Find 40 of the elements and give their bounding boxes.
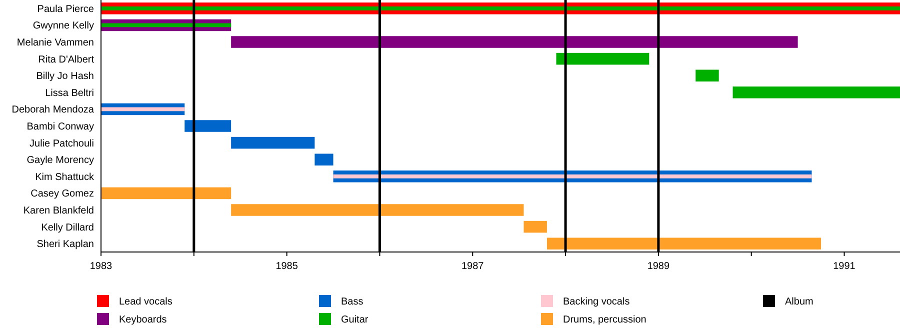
- legend-label: Bass: [341, 296, 364, 308]
- legend-label: Lead vocals: [119, 296, 172, 308]
- y-tick-label: Bambi Conway: [26, 122, 94, 132]
- bar: [556, 52, 650, 65]
- y-tick-label: Kelly Dillard: [41, 222, 94, 234]
- bar: [231, 204, 524, 216]
- y-tick-label: Paula Pierce: [37, 4, 94, 15]
- x-tick-label: 1983: [90, 261, 113, 272]
- y-tick-label: Karen Blankfeld: [23, 206, 94, 216]
- bar: [333, 174, 812, 178]
- y-tick-label: Billy Jo Hash: [36, 71, 94, 82]
- legend-label: Backing vocals: [563, 296, 630, 308]
- bar: [231, 36, 798, 48]
- legend-label: Guitar: [341, 314, 369, 326]
- x-tick-label: 1987: [462, 261, 484, 272]
- legend-label: Drums, percussion: [563, 314, 646, 326]
- bar: [101, 187, 232, 200]
- legend-label: Album: [785, 296, 814, 308]
- bar: [314, 154, 334, 166]
- bar: [231, 136, 315, 149]
- bar: [696, 70, 719, 82]
- y-tick-label: Gwynne Kelly: [32, 20, 94, 32]
- bar: [101, 107, 185, 112]
- legend-label: Keyboards: [119, 314, 167, 326]
- y-tick-label: Sheri Kaplan: [36, 239, 94, 250]
- x-tick-label: 1991: [833, 261, 856, 272]
- bar: [546, 238, 822, 250]
- x-tick-label: 1985: [276, 261, 298, 272]
- y-tick-label: Deborah Mendoza: [12, 104, 94, 116]
- y-tick-label: Gayle Morency: [26, 155, 94, 166]
- bar: [732, 86, 900, 98]
- bar: [524, 220, 547, 233]
- y-tick-label: Casey Gomez: [30, 188, 94, 200]
- bar: [184, 120, 232, 132]
- y-tick-label: Julie Patchouli: [30, 138, 94, 150]
- y-tick-label: Melanie Vammen: [16, 38, 94, 48]
- y-tick-label: Kim Shattuck: [35, 172, 95, 183]
- x-tick-label: 1989: [647, 261, 670, 272]
- y-tick-label: Lissa Beltri: [45, 88, 94, 99]
- y-tick-label: Rita D'Albert: [38, 54, 94, 66]
